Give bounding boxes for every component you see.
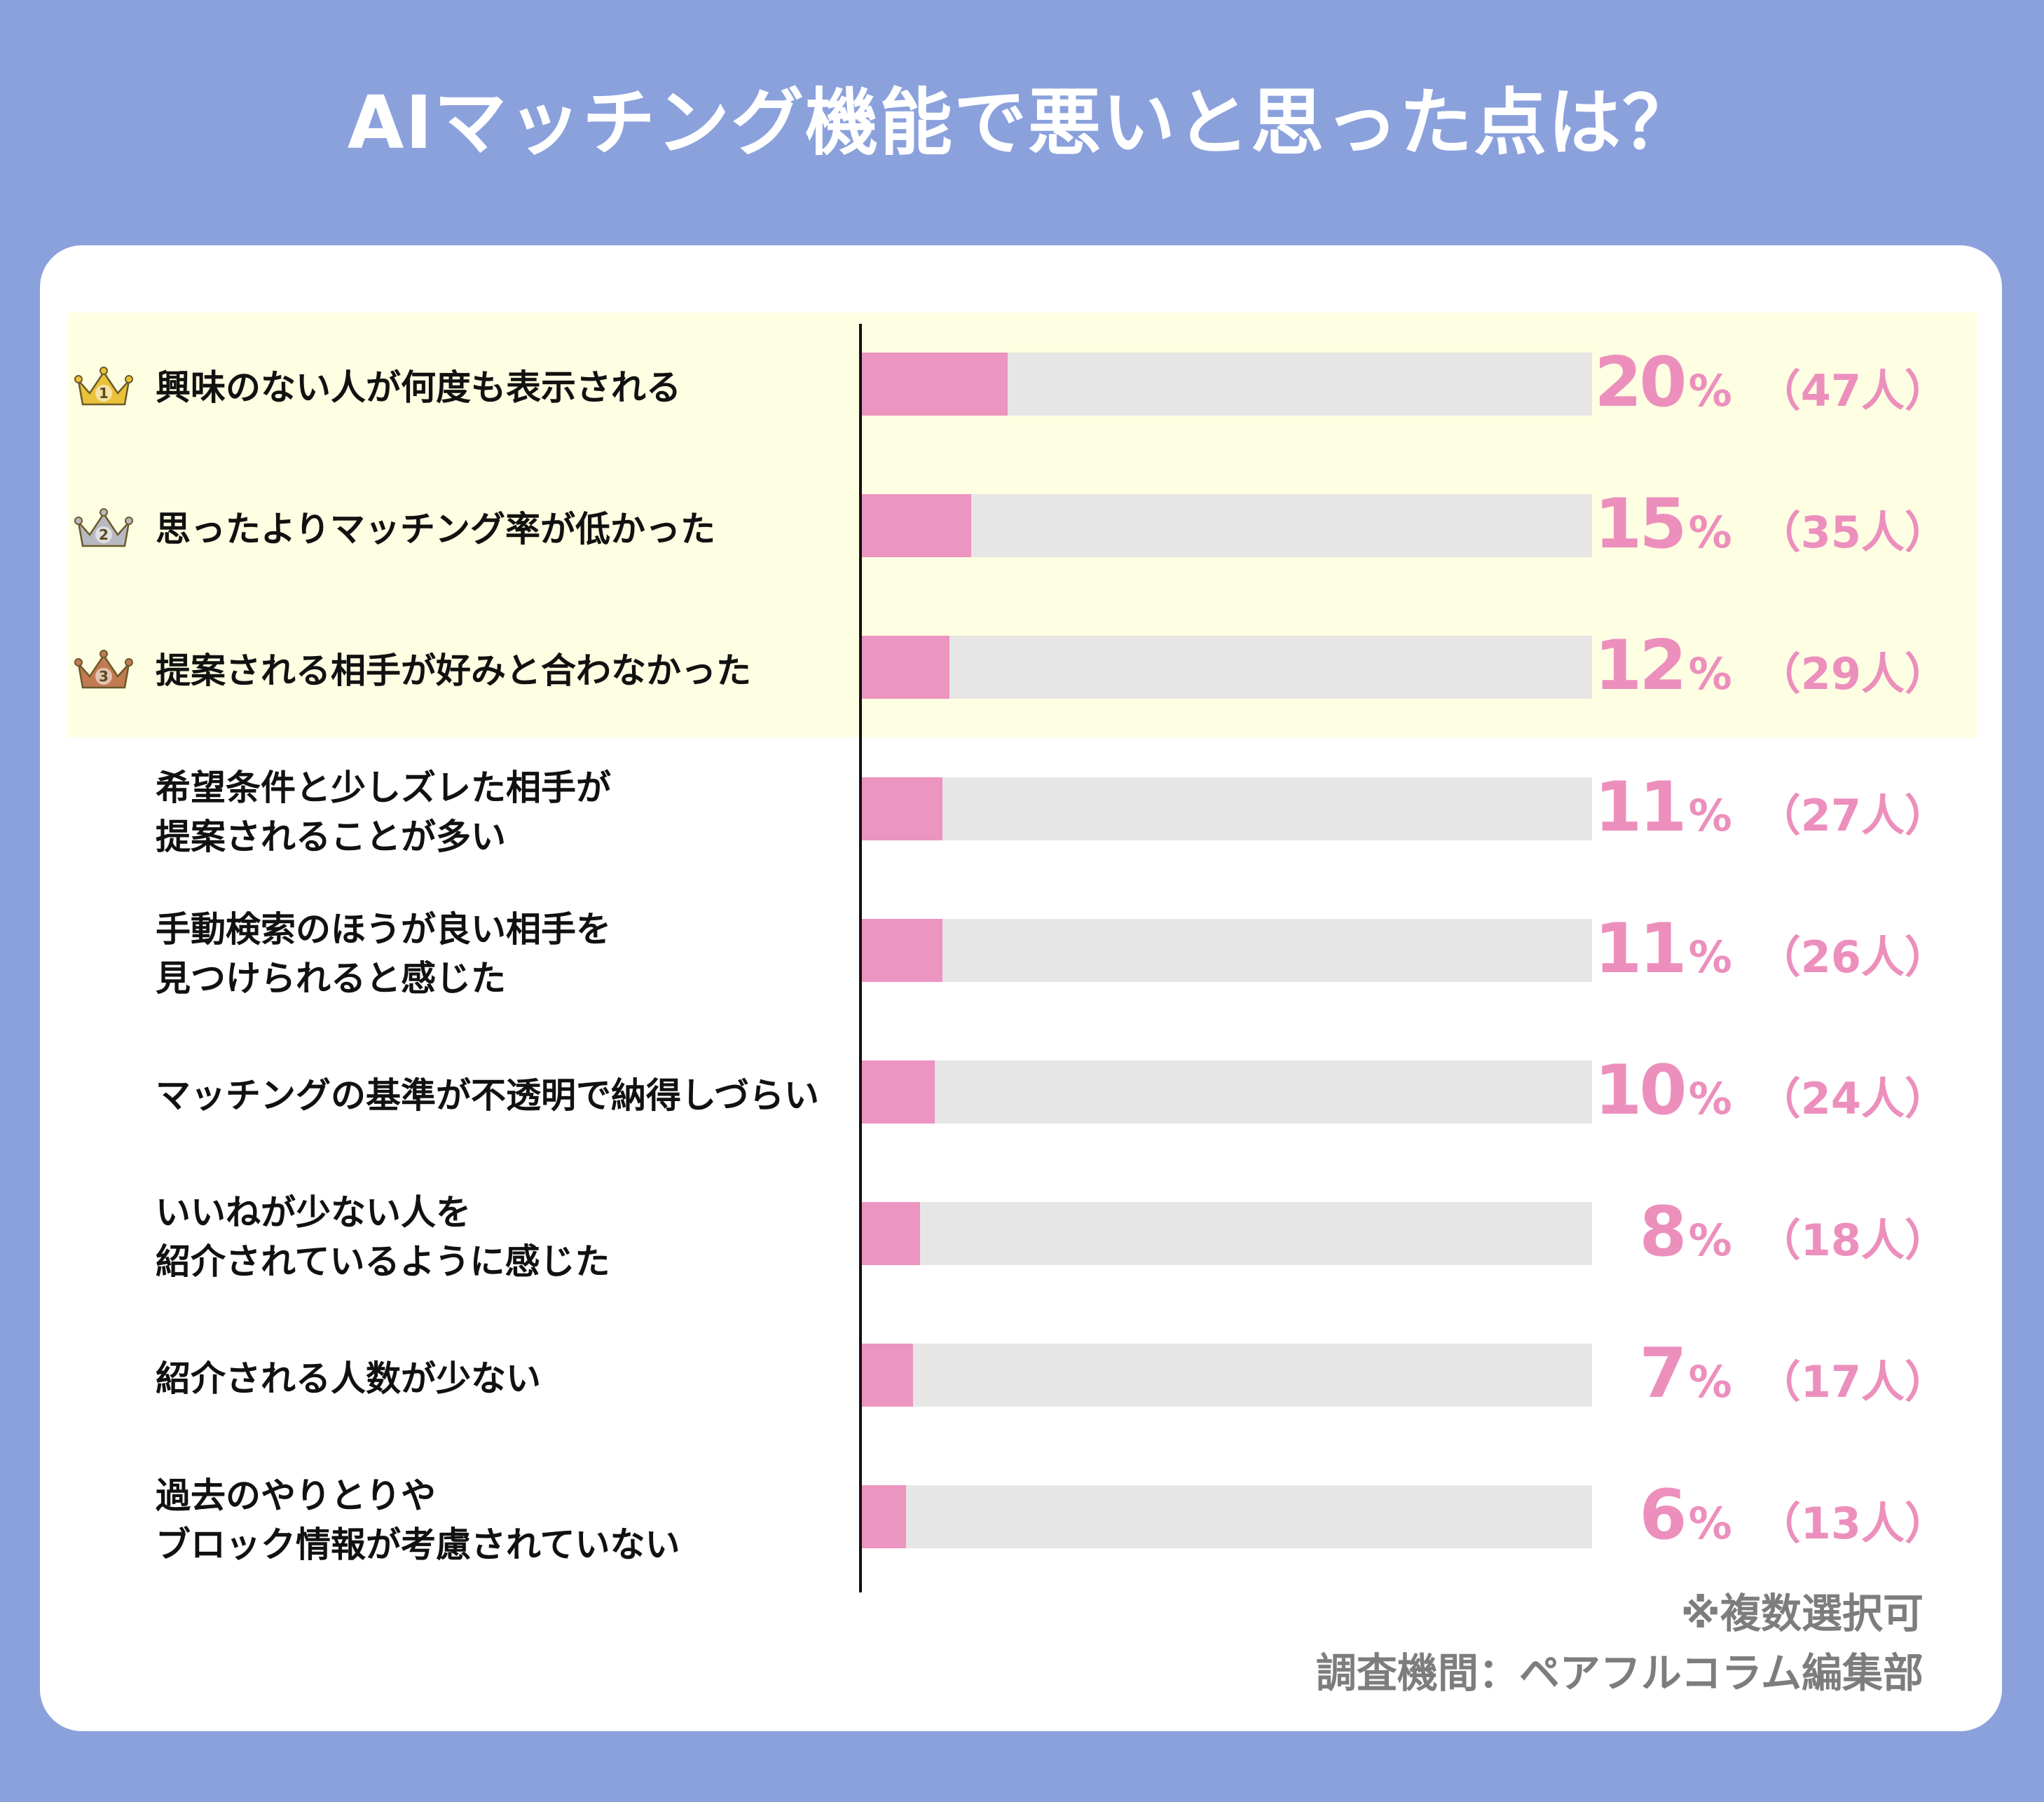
- category-label-line: 紹介される人数が少ない: [156, 1358, 541, 1399]
- respondent-count: （18人）: [1757, 1215, 1948, 1266]
- category-label: マッチングの基準が不透明で納得しづらい: [156, 1060, 856, 1131]
- chart-title: AIマッチング機能で悪いと思った点は？: [347, 80, 1697, 165]
- axis-line: [859, 324, 862, 1592]
- category-label-line: 思ったよりマッチング率が低かった: [156, 509, 715, 550]
- percent-sign: %: [1688, 1498, 1732, 1549]
- value-label: 11% （26人）: [1594, 910, 1948, 988]
- bar: [862, 777, 942, 840]
- bar-track: [862, 636, 1592, 699]
- bar: [862, 1202, 921, 1265]
- percent-sign: %: [1688, 1073, 1732, 1124]
- category-label-line: ブロック情報が考慮されていない: [156, 1524, 680, 1565]
- bar-row: いいねが少ない人を紹介されているように感じた 8% （18人）: [0, 1192, 2044, 1282]
- respondent-count: （17人）: [1757, 1356, 1948, 1407]
- percent-value: 6: [1639, 1475, 1687, 1555]
- respondent-count: （13人）: [1757, 1498, 1948, 1549]
- bar-row: 2 思ったよりマッチング率が低かった 15% （35人）: [0, 486, 2044, 564]
- bar-track: [862, 353, 1592, 416]
- value-label: 7% （17人）: [1605, 1335, 1948, 1412]
- category-label: いいねが少ない人を紹介されているように感じた: [156, 1192, 856, 1282]
- respondent-count: （29人）: [1757, 648, 1948, 699]
- bar-track: [862, 919, 1592, 982]
- category-label: 興味のない人が何度も表示される: [156, 353, 856, 423]
- percent-sign: %: [1688, 365, 1732, 416]
- value-label: 6% （13人）: [1605, 1477, 1948, 1554]
- footnote: ※複数選択可: [1680, 1590, 1923, 1637]
- category-label-line: 提案されることが多い: [156, 817, 506, 857]
- percent-value: 10: [1594, 1051, 1687, 1131]
- category-label: 思ったよりマッチング率が低かった: [156, 494, 856, 564]
- value-label: 20% （47人）: [1594, 344, 1948, 421]
- percent-value: 20: [1594, 343, 1687, 423]
- rank-number: 1: [99, 385, 109, 402]
- bar-row: マッチングの基準が不透明で納得しづらい 10% （24人）: [0, 1052, 2044, 1131]
- percent-sign: %: [1688, 1356, 1732, 1407]
- bronze-crown-icon: 3: [73, 648, 135, 693]
- bar: [862, 1485, 906, 1548]
- bar-track: [862, 1485, 1592, 1548]
- bar-track: [862, 777, 1592, 840]
- percent-value: 11: [1594, 767, 1687, 847]
- bar: [862, 494, 972, 557]
- category-label-line: 紹介されているように感じた: [156, 1241, 610, 1282]
- percent-value: 12: [1594, 626, 1687, 706]
- value-label: 15% （35人）: [1594, 486, 1948, 563]
- category-label-line: 希望条件と少しズレた相手が: [156, 767, 611, 808]
- bar-track: [862, 494, 1592, 557]
- respondent-count: （47人）: [1757, 365, 1948, 416]
- value-label: 8% （18人）: [1605, 1194, 1948, 1271]
- gold-crown-icon: 1: [73, 365, 135, 410]
- bar-row: 紹介される人数が少ない 7% （17人）: [0, 1335, 2044, 1414]
- percent-sign: %: [1688, 507, 1732, 558]
- bar-row: 3 提案される相手が好みと合わなかった 12% （29人）: [0, 627, 2044, 706]
- bar-track: [862, 1202, 1592, 1265]
- category-label: 紹介される人数が少ない: [156, 1344, 856, 1414]
- bar: [862, 353, 1008, 416]
- percent-sign: %: [1688, 931, 1732, 983]
- percent-sign: %: [1688, 1215, 1732, 1266]
- category-label-line: 手動検索のほうが良い相手を: [156, 909, 611, 950]
- bar-row: 過去のやりとりやブロック情報が考慮されていない 6% （13人）: [0, 1475, 2044, 1565]
- respondent-count: （35人）: [1757, 507, 1948, 558]
- category-label-line: 過去のやりとりや: [156, 1475, 436, 1516]
- bar-row: 希望条件と少しズレた相手が 提案されることが多い 11% （27人）: [0, 767, 2044, 857]
- category-label: 過去のやりとりやブロック情報が考慮されていない: [156, 1475, 856, 1565]
- silver-crown-icon: 2: [73, 507, 135, 552]
- respondent-count: （27人）: [1757, 790, 1948, 841]
- bar: [862, 1060, 935, 1124]
- category-label-line: いいねが少ない人を: [156, 1192, 471, 1233]
- source-note: 調査機間：ペアフルコラム編集部: [1315, 1649, 1923, 1697]
- bar: [862, 1344, 913, 1407]
- category-label: 希望条件と少しズレた相手が 提案されることが多い: [156, 767, 856, 857]
- bar-row: 1 興味のない人が何度も表示される 20% （47人）: [0, 344, 2044, 423]
- bar-track: [862, 1344, 1592, 1407]
- category-label-line: 興味のない人が何度も表示される: [156, 367, 681, 408]
- value-label: 12% （29人）: [1594, 627, 1948, 704]
- category-label-line: 見つけられると感じた: [156, 958, 506, 999]
- bar: [862, 636, 950, 699]
- bar-row: 手動検索のほうが良い相手を 見つけられると感じた 11% （26人）: [0, 909, 2044, 999]
- value-label: 10% （24人）: [1594, 1052, 1948, 1129]
- percent-value: 7: [1639, 1334, 1687, 1414]
- respondent-count: （24人）: [1757, 1073, 1948, 1124]
- category-label-line: 提案される相手が好みと合わなかった: [156, 650, 751, 691]
- percent-value: 15: [1594, 484, 1687, 564]
- rank-number: 2: [99, 526, 109, 543]
- category-label-line: マッチングの基準が不透明で納得しづらい: [156, 1075, 819, 1116]
- bar: [862, 919, 942, 982]
- category-label: 提案される相手が好みと合わなかった: [156, 636, 856, 706]
- respondent-count: （26人）: [1757, 931, 1948, 983]
- value-label: 11% （27人）: [1594, 769, 1948, 846]
- bar-track: [862, 1060, 1592, 1124]
- category-label: 手動検索のほうが良い相手を 見つけられると感じた: [156, 909, 856, 999]
- percent-sign: %: [1688, 790, 1732, 841]
- percent-sign: %: [1688, 648, 1732, 699]
- percent-value: 11: [1594, 909, 1687, 989]
- percent-value: 8: [1639, 1192, 1687, 1272]
- rank-number: 3: [99, 668, 109, 685]
